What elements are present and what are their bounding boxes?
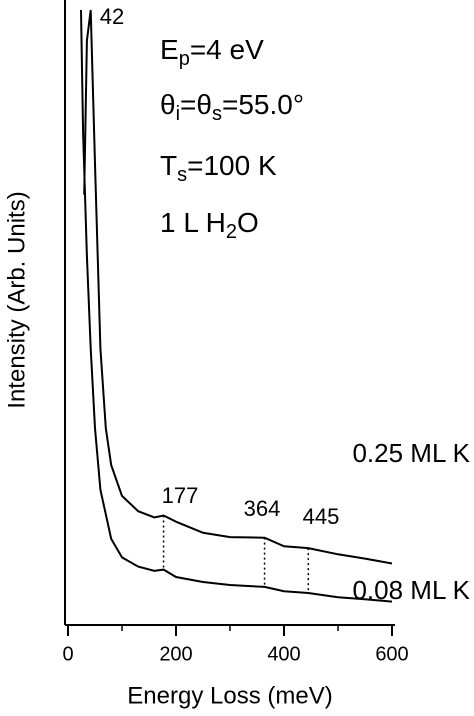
condition-text: =100 K [187,150,277,181]
series-label: 0.25 ML K [352,438,470,468]
condition: 1 L H2O [160,207,259,243]
condition-text: =θ [180,89,212,120]
condition: θi=θs=55.0° [160,89,304,125]
series-line [80,9,393,603]
condition-text: T [160,150,177,181]
condition-text: E [160,34,179,65]
series-label: 0.08 ML K [352,575,470,605]
x-tick-label: 200 [159,643,192,665]
subscript: p [179,48,190,70]
x-tick-label: 600 [375,643,408,665]
condition-text: =55.0° [222,89,304,120]
peak-label: 42 [100,4,124,29]
peak-label: 445 [303,504,340,529]
subscript: i [176,103,180,125]
condition-text: θ [160,89,176,120]
subscript: 2 [226,221,237,243]
x-tick-label: 400 [267,643,300,665]
peak-label: 177 [162,483,199,508]
series-line [83,9,393,565]
x-tick-label: 0 [62,643,73,665]
peak-label: 364 [244,496,281,521]
condition-text: O [237,207,259,238]
y-axis-label: Intensity (Arb. Units) [3,191,30,408]
x-axis-label: Energy Loss (meV) [127,682,332,709]
condition-text: 1 L H [160,207,226,238]
condition: Ts=100 K [160,150,277,186]
subscript: s [177,164,187,186]
condition: Ep=4 eV [160,34,264,70]
condition-text: =4 eV [190,34,264,65]
subscript: s [212,103,222,125]
